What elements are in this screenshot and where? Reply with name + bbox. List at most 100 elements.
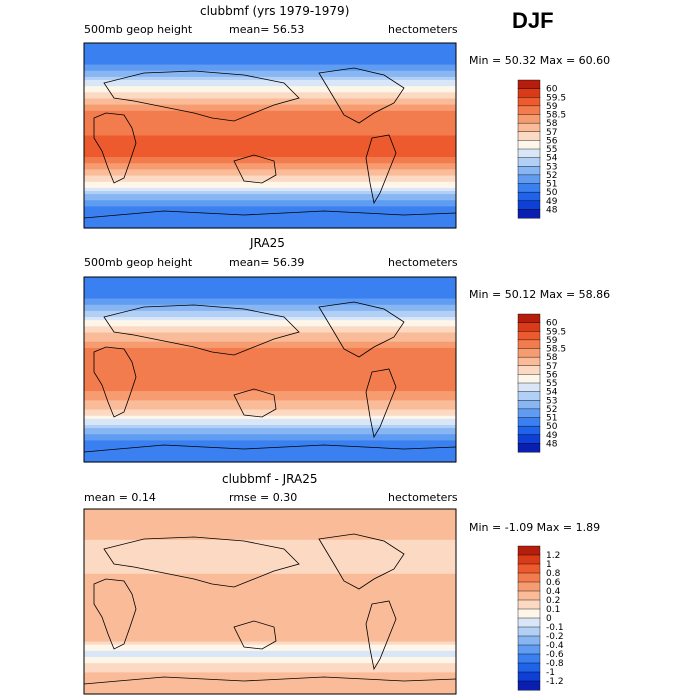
panel3-colorbar-label: 1.2	[546, 551, 560, 561]
panel2-coastline	[233, 388, 277, 418]
panel3-lat-band	[84, 690, 456, 695]
panel2-colorbar-label: 48	[546, 439, 558, 449]
panel2-lat-band	[84, 428, 456, 432]
panel1-lat-band	[84, 67, 456, 72]
panel1-colorbar-bin	[517, 157, 541, 167]
panel1-coastline	[93, 112, 137, 184]
panel1-lat-band	[84, 197, 456, 201]
panel2-lat-band	[84, 431, 456, 435]
panel3-colorbar-bin	[517, 545, 541, 556]
panel1-lat-band	[84, 212, 456, 217]
panel3-lat-band	[84, 620, 456, 624]
panel2-lat-band	[84, 320, 456, 324]
panel2-lat-band	[84, 384, 456, 389]
panel3-colorbar-bin	[517, 617, 541, 628]
panel1-coastline	[365, 134, 397, 205]
panel2-colorbar-label: 53	[546, 396, 557, 406]
panel3-lat-band	[84, 558, 456, 563]
panel1-colorbar-bin	[517, 183, 541, 193]
panel1-colorbar-bin	[517, 79, 541, 90]
panel3-colorbar-bin	[517, 635, 541, 646]
panel3-lat-band	[84, 607, 456, 612]
panel1-frame	[83, 42, 457, 229]
panel1-lat-band	[84, 107, 456, 112]
panel2-lat-band	[84, 310, 456, 315]
panel1-colorbar-bin	[517, 140, 541, 150]
panel3-colorbar-label: -1	[546, 668, 555, 678]
panel2-lat-band	[84, 418, 456, 423]
panel1-colorbar-bin	[517, 122, 541, 133]
panel2-title: JRA25	[250, 236, 285, 250]
panel2-lat-band	[84, 363, 456, 368]
panel2-lat-band	[84, 332, 456, 337]
panel2-lat-band	[84, 440, 456, 445]
panel1-lat-band	[84, 191, 456, 195]
panel1-lat-band	[84, 126, 456, 130]
panel2-lat-band	[84, 375, 456, 380]
panel3-lat-band	[84, 539, 456, 544]
panel3-lat-band	[84, 635, 456, 640]
panel1-lat-band	[84, 129, 456, 134]
panel3-minmax: Min = -1.09 Max = 1.89	[469, 521, 601, 534]
panel3-lat-band	[84, 675, 456, 680]
panel2-lat-band	[84, 425, 456, 429]
panel1-lat-band	[84, 144, 456, 149]
panel3-lat-band	[84, 573, 456, 578]
panel2-lat-band	[84, 421, 456, 426]
panel3-lat-band	[84, 660, 456, 664]
panel2-colorbar-bin	[517, 417, 541, 427]
panel1-lat-band	[84, 101, 456, 106]
panel1-lat-band	[84, 135, 456, 140]
panel1-lat-band	[84, 70, 456, 75]
panel3-lat-band	[84, 512, 456, 516]
panel2-colorbar-label: 52	[546, 405, 557, 415]
panel2-colorbar-label: 57	[546, 362, 557, 372]
panel1-coastline	[318, 67, 405, 124]
panel3-colorbar-bin	[517, 653, 541, 664]
panel2-lat-band	[84, 301, 456, 306]
panel2-minmax: Min = 50.12 Max = 58.86	[469, 288, 611, 301]
panel3-colorbar-bin	[517, 608, 541, 619]
panel3-lat-band	[84, 536, 456, 541]
panel1-lat-band	[84, 83, 456, 87]
panel3-colorbar-bin	[517, 563, 541, 574]
panel2-colorbar-label: 59.5	[546, 327, 566, 337]
panel2-lat-band	[84, 314, 456, 318]
panel2-lat-band	[84, 360, 456, 364]
panel3-colorbar-label: -0.1	[546, 623, 564, 633]
panel2-lat-band	[84, 351, 456, 355]
panel3-coastline	[318, 533, 405, 590]
panel2-colorbar-bin	[517, 365, 541, 375]
panel3-colorbar: 1.210.80.60.40.20.10-0.1-0.2-0.4-0.6-0.8…	[517, 545, 564, 691]
panel1-colorbar-bin	[517, 131, 541, 141]
panel1-colorbar-label: 48	[546, 205, 558, 215]
panel2-lat-band	[84, 406, 456, 411]
panel3-lat-band	[84, 684, 456, 689]
panel2-colorbar-label: 55	[546, 379, 557, 389]
panel3-lat-band	[84, 678, 456, 683]
panel1-colorbar-bin	[517, 200, 541, 210]
panel2-lat-band	[84, 292, 456, 297]
panel1-lat-band	[84, 215, 456, 220]
panel3-lat-band	[84, 555, 456, 559]
panel1-lat-band	[84, 224, 456, 229]
panel3-colorbar-label: -0.4	[546, 641, 564, 651]
panel2-lat-band	[84, 434, 456, 438]
panel1-lat-band	[84, 86, 456, 90]
panel3-colorbar-label: -1.2	[546, 677, 564, 687]
panel1-lat-band	[84, 117, 456, 121]
panel3-lat-band	[84, 561, 456, 566]
panel3-lat-band	[84, 579, 456, 584]
panel2-lat-band	[84, 329, 456, 334]
panel3-lat-band	[84, 641, 456, 646]
panel3-lat-band	[84, 527, 456, 532]
panel3-colorbar-label: 0.1	[546, 605, 560, 615]
panel3-lat-band	[84, 521, 456, 526]
panel2-lat-band	[84, 344, 456, 349]
panel1-lat-band	[84, 206, 456, 211]
panel3-colorbar-label: 0.8	[546, 569, 561, 579]
panel2-lat-band	[84, 397, 456, 401]
panel2-lat-band	[84, 304, 456, 309]
panel1-lat-band	[84, 203, 456, 208]
